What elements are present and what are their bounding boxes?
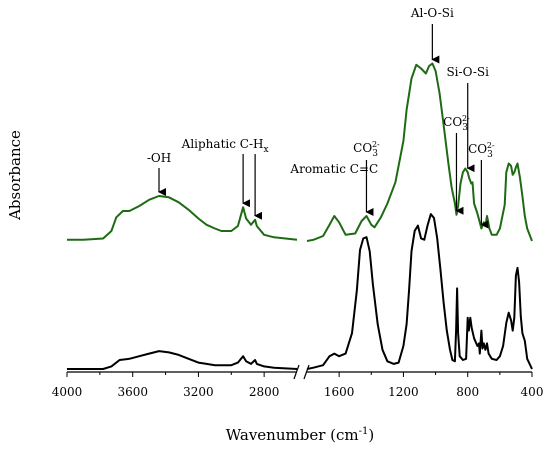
axis-break-mark <box>293 364 300 380</box>
annotation-label-alosi: Al-O-Si <box>410 6 454 20</box>
spectrum-line-green-right <box>306 62 533 242</box>
x-tick-label: 1200 <box>388 385 419 399</box>
x-tick-label: 2800 <box>249 385 280 399</box>
annotation-label-oh: -OH <box>147 151 171 165</box>
spectrum-line-green-left <box>67 195 298 241</box>
x-tick-label: 3200 <box>183 385 214 399</box>
x-tick-label: 3600 <box>117 385 148 399</box>
series-layer <box>67 62 533 370</box>
y-axis-title: Absorbance <box>6 130 24 221</box>
x-tick-label: 800 <box>456 385 479 399</box>
x-tick-label: 4000 <box>52 385 83 399</box>
x-tick-label: 1600 <box>324 385 355 399</box>
annotation-label-siosi: Si-O-Si <box>446 65 489 79</box>
annotation-label-aromatic: Aromatic C=C <box>289 162 378 176</box>
annotation-layer: -OH Aliphatic C-Hx Aromatic C=C CO32- Al-O-S… <box>147 6 495 229</box>
annotation-label-co3a: CO32- <box>353 140 380 159</box>
axis-break-mark <box>303 364 310 380</box>
annotation-label-aliphatic: Aliphatic C-Hx <box>181 137 269 155</box>
x-axis-title-main: Wavenumber (cm <box>226 426 359 444</box>
axes-layer: 4000 3600 3200 2800 1600 1200 800 400 <box>52 364 544 399</box>
x-axis-title-close: ) <box>368 426 374 444</box>
x-axis-title: Wavenumber (cm-1) <box>226 426 374 444</box>
spectrum-line-black-left <box>67 350 298 370</box>
annotation-label-co3b: CO32- <box>443 114 470 133</box>
x-axis-title-sup: -1 <box>359 426 369 437</box>
annotation-label-co3c: CO32- <box>468 141 495 160</box>
x-tick-label: 400 <box>521 385 544 399</box>
spectrum-line-black-right <box>306 213 533 370</box>
